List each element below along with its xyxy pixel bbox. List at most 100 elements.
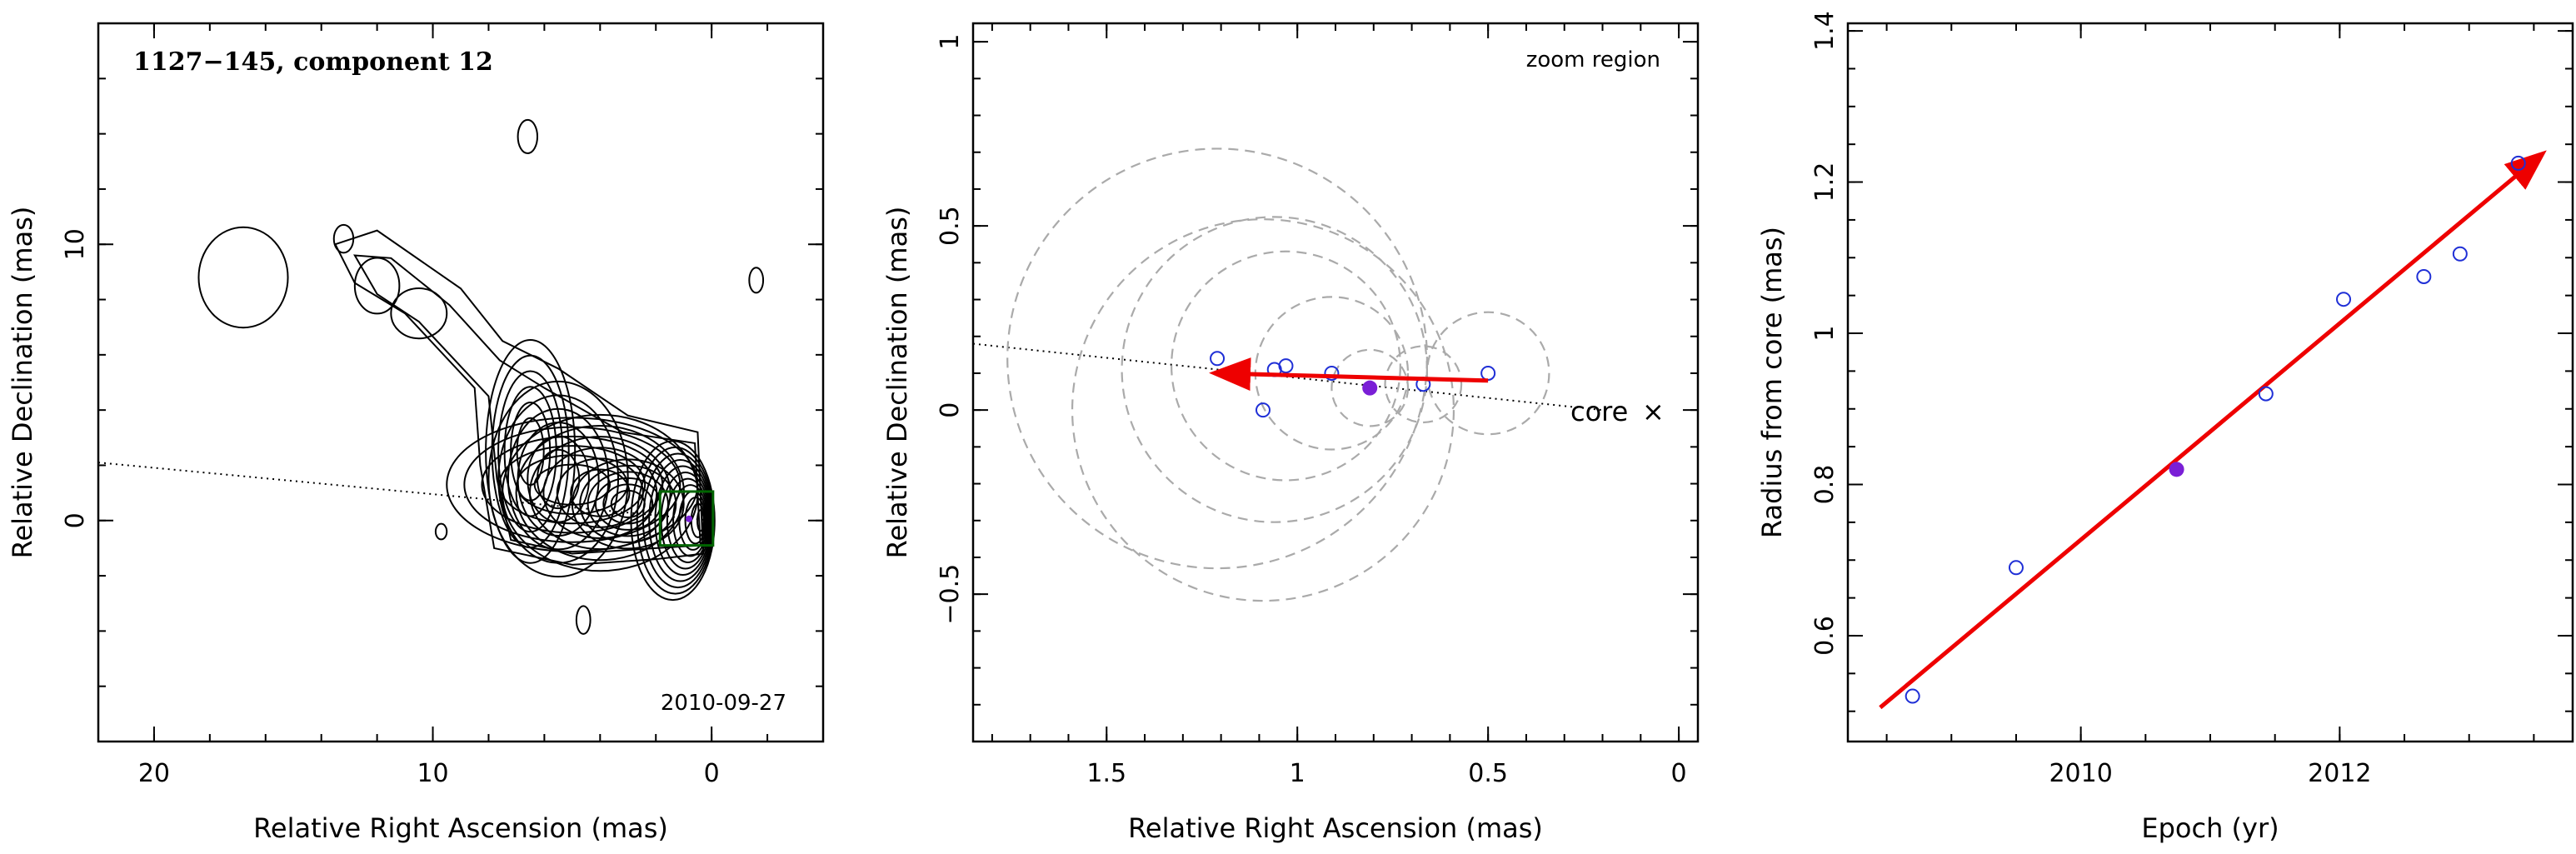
core-label: core [1570,396,1628,427]
contour-panel: 20 10 0 0 10 1127−145, component 12 2010-09-… [7,22,825,844]
y-tick-label: 0 [61,512,90,528]
diffuse-contour [332,223,355,254]
panel1-ylabel: Relative Declination (mas) [7,207,38,559]
highlighted-point [1362,380,1378,396]
y-tick-label: −0.5 [936,564,965,625]
epoch-date-label: 2010-09-27 [661,691,786,716]
component-size-circle [1330,348,1410,427]
x-tick-label: 20 [138,759,170,788]
jet-contour [497,370,564,533]
core-marker: core × [1570,396,1665,427]
jet-contour [516,417,545,487]
x-tick-label: 2010 [2049,759,2112,788]
y-tick-label: 10 [61,228,90,260]
component-size-circle [1071,218,1455,602]
component-size-circle [1425,311,1550,436]
jet-contour [602,483,654,525]
highlighted-point [2169,462,2184,477]
jet-contour [463,426,681,543]
diffuse-contour [434,522,448,541]
x-tick-label: 2012 [2308,759,2371,788]
jet-envelope-contour [334,229,705,566]
data-point [1278,358,1294,374]
jet-contour-map [98,118,765,635]
component-size-circle [1006,147,1428,570]
diffuse-contour [197,226,289,329]
core-contour [666,477,710,563]
data-point [1210,351,1226,367]
panel2-frame [971,22,1700,743]
jet-contour [587,471,669,537]
panel1-xlabel: Relative Right Ascension (mas) [253,812,668,844]
y-tick-label: 0.5 [936,206,965,246]
component-size-circle [1384,345,1463,424]
core-cross-icon: × [1642,396,1665,427]
diffuse-contour [748,267,765,294]
y-tick-label: 0.6 [1810,616,1840,656]
y-tick-label: 1 [1810,325,1840,341]
zoom-region-label: zoom region [1526,47,1660,72]
x-tick-label: 0 [704,759,720,788]
diffuse-contour [390,287,448,340]
data-point [2416,268,2432,284]
radius-epoch-content [1879,150,2547,710]
x-tick-label: 1 [1290,759,1305,788]
zoom-content [973,147,1603,602]
jet-contour [487,380,629,578]
data-point [1324,365,1340,381]
y-tick-label: 0 [936,402,965,418]
contour-group [98,118,765,635]
jet-contour [481,435,664,534]
jet-contour [498,445,646,525]
velocity-arrow [1209,357,1489,392]
zoom-box [658,490,715,547]
jet-contour [510,401,552,502]
fit-arrow [1879,150,2547,710]
data-point [2336,292,2352,307]
data-point [1480,365,1496,381]
panel3-ticks: 2010 2012 0.6 0.8 1 1.2 1.4 [1810,11,2573,788]
panel1-title: 1127−145, component 12 [133,47,493,77]
jet-contour [491,354,570,548]
component-size-circle [1121,216,1428,523]
y-tick-label: 1 [936,34,965,50]
x-tick-label: 0 [1671,759,1687,788]
panel3-xlabel: Epoch (yr) [2141,812,2279,844]
data-point [2510,155,2526,171]
data-point [1256,402,1271,418]
panel3-ylabel: Radius from core (mas) [1756,227,1788,538]
jet-contour [485,339,577,564]
y-tick-label: 1.2 [1810,162,1840,202]
x-tick-label: 1.5 [1086,759,1126,788]
jet-contour [610,489,646,518]
zoom-panel: 1.5 1 0.5 0 −0.5 0 0.5 1 zoom region core × Rel… [881,22,1700,844]
x-tick-label: 10 [417,759,448,788]
jet-contour [579,464,677,543]
jet-contour [571,458,685,550]
data-point [2008,560,2024,576]
panel3-frame [1846,22,2574,743]
component-size-circle [1171,250,1401,482]
y-tick-label: 0.8 [1810,465,1840,505]
data-point [2452,246,2468,262]
data-point [2258,386,2274,402]
panel1-ticks: 20 10 0 0 10 [61,22,824,788]
diffuse-contour [575,605,592,635]
component-marker [686,515,693,522]
core-contour [672,484,709,557]
zoom-group [973,147,1603,602]
core-contour [648,458,713,582]
panel2-ticks: 1.5 1 0.5 0 −0.5 0 0.5 1 [936,23,1698,788]
jet-contour [515,425,686,562]
y-tick-label: 1.4 [1810,11,1840,51]
x-tick-label: 0.5 [1468,759,1508,788]
panel2-xlabel: Relative Right Ascension (mas) [1128,812,1543,844]
radius-epoch-panel: 2010 2012 0.6 0.8 1 1.2 1.4 Epoch (yr) Radius … [1756,11,2574,844]
diffuse-contour [517,118,539,155]
panel2-ylabel: Relative Declination (mas) [881,207,913,559]
data-point [1905,688,1920,704]
diffuse-contour [353,257,401,315]
jet-envelope-contour [353,254,701,555]
jet-axis-line [98,462,712,522]
